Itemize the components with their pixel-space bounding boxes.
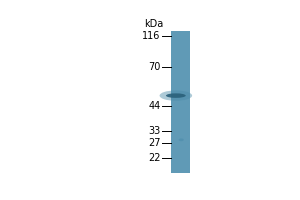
Bar bbox=[171, 143, 190, 145]
Bar bbox=[171, 111, 190, 113]
Bar bbox=[171, 102, 190, 104]
Bar bbox=[171, 105, 190, 107]
Bar bbox=[171, 132, 190, 134]
Ellipse shape bbox=[160, 90, 192, 101]
Bar bbox=[171, 162, 190, 164]
Bar bbox=[171, 116, 190, 118]
Bar bbox=[171, 145, 190, 147]
Bar bbox=[171, 50, 190, 52]
Bar bbox=[171, 61, 190, 63]
Bar bbox=[171, 118, 190, 120]
Bar bbox=[171, 63, 190, 65]
Bar bbox=[171, 125, 190, 127]
Text: 27: 27 bbox=[148, 138, 161, 148]
Bar bbox=[171, 130, 190, 132]
Bar bbox=[171, 32, 190, 34]
Bar bbox=[171, 64, 190, 67]
Bar bbox=[171, 114, 190, 116]
Bar bbox=[171, 31, 190, 173]
Bar bbox=[171, 107, 190, 109]
Ellipse shape bbox=[178, 138, 184, 141]
Bar bbox=[171, 41, 190, 43]
Bar bbox=[171, 43, 190, 45]
Bar bbox=[171, 152, 190, 154]
Bar bbox=[171, 120, 190, 122]
Bar bbox=[171, 155, 190, 157]
Bar bbox=[171, 171, 190, 173]
Bar bbox=[171, 75, 190, 77]
Bar bbox=[171, 113, 190, 115]
Text: 116: 116 bbox=[142, 31, 161, 41]
Bar bbox=[171, 134, 190, 136]
Bar bbox=[171, 148, 190, 150]
Bar bbox=[171, 66, 190, 68]
Bar bbox=[171, 40, 190, 42]
Bar bbox=[171, 109, 190, 111]
Bar bbox=[171, 79, 190, 81]
Bar bbox=[171, 89, 190, 91]
Bar bbox=[171, 57, 190, 59]
Bar bbox=[171, 80, 190, 83]
Bar bbox=[171, 47, 190, 49]
Bar bbox=[171, 68, 190, 70]
Bar bbox=[171, 121, 190, 124]
Bar bbox=[171, 91, 190, 93]
Bar bbox=[171, 77, 190, 79]
Text: 70: 70 bbox=[148, 62, 161, 72]
Bar bbox=[171, 70, 190, 72]
Text: kDa: kDa bbox=[144, 19, 163, 29]
Text: 33: 33 bbox=[148, 126, 161, 136]
Bar bbox=[171, 38, 190, 40]
Bar bbox=[171, 150, 190, 152]
Bar bbox=[171, 93, 190, 95]
Bar bbox=[171, 86, 190, 88]
Bar bbox=[171, 164, 190, 166]
Bar bbox=[171, 100, 190, 102]
Bar bbox=[171, 59, 190, 61]
Bar bbox=[171, 31, 190, 33]
Bar bbox=[171, 141, 190, 143]
Bar bbox=[171, 129, 190, 131]
Bar bbox=[171, 34, 190, 36]
Bar bbox=[171, 153, 190, 156]
Bar bbox=[171, 72, 190, 74]
Bar bbox=[171, 56, 190, 58]
Text: 44: 44 bbox=[148, 101, 161, 111]
Ellipse shape bbox=[166, 93, 186, 98]
Bar bbox=[171, 166, 190, 168]
Bar bbox=[171, 73, 190, 75]
Bar bbox=[171, 137, 190, 140]
Bar bbox=[171, 161, 190, 163]
Bar bbox=[171, 84, 190, 86]
Bar bbox=[171, 36, 190, 38]
Bar bbox=[171, 159, 190, 161]
Bar bbox=[171, 54, 190, 56]
Bar bbox=[171, 168, 190, 170]
Bar bbox=[171, 98, 190, 100]
Text: 22: 22 bbox=[148, 153, 161, 163]
Bar bbox=[171, 136, 190, 138]
Bar bbox=[171, 123, 190, 125]
Bar bbox=[171, 139, 190, 141]
Bar bbox=[171, 48, 190, 51]
Bar bbox=[171, 157, 190, 159]
Bar bbox=[171, 146, 190, 148]
Bar bbox=[171, 95, 190, 97]
Bar bbox=[171, 45, 190, 47]
Bar bbox=[171, 52, 190, 54]
Bar bbox=[171, 104, 190, 106]
Bar bbox=[171, 82, 190, 84]
Bar bbox=[171, 127, 190, 129]
Bar bbox=[171, 88, 190, 90]
Bar bbox=[171, 170, 190, 172]
Bar bbox=[171, 97, 190, 99]
